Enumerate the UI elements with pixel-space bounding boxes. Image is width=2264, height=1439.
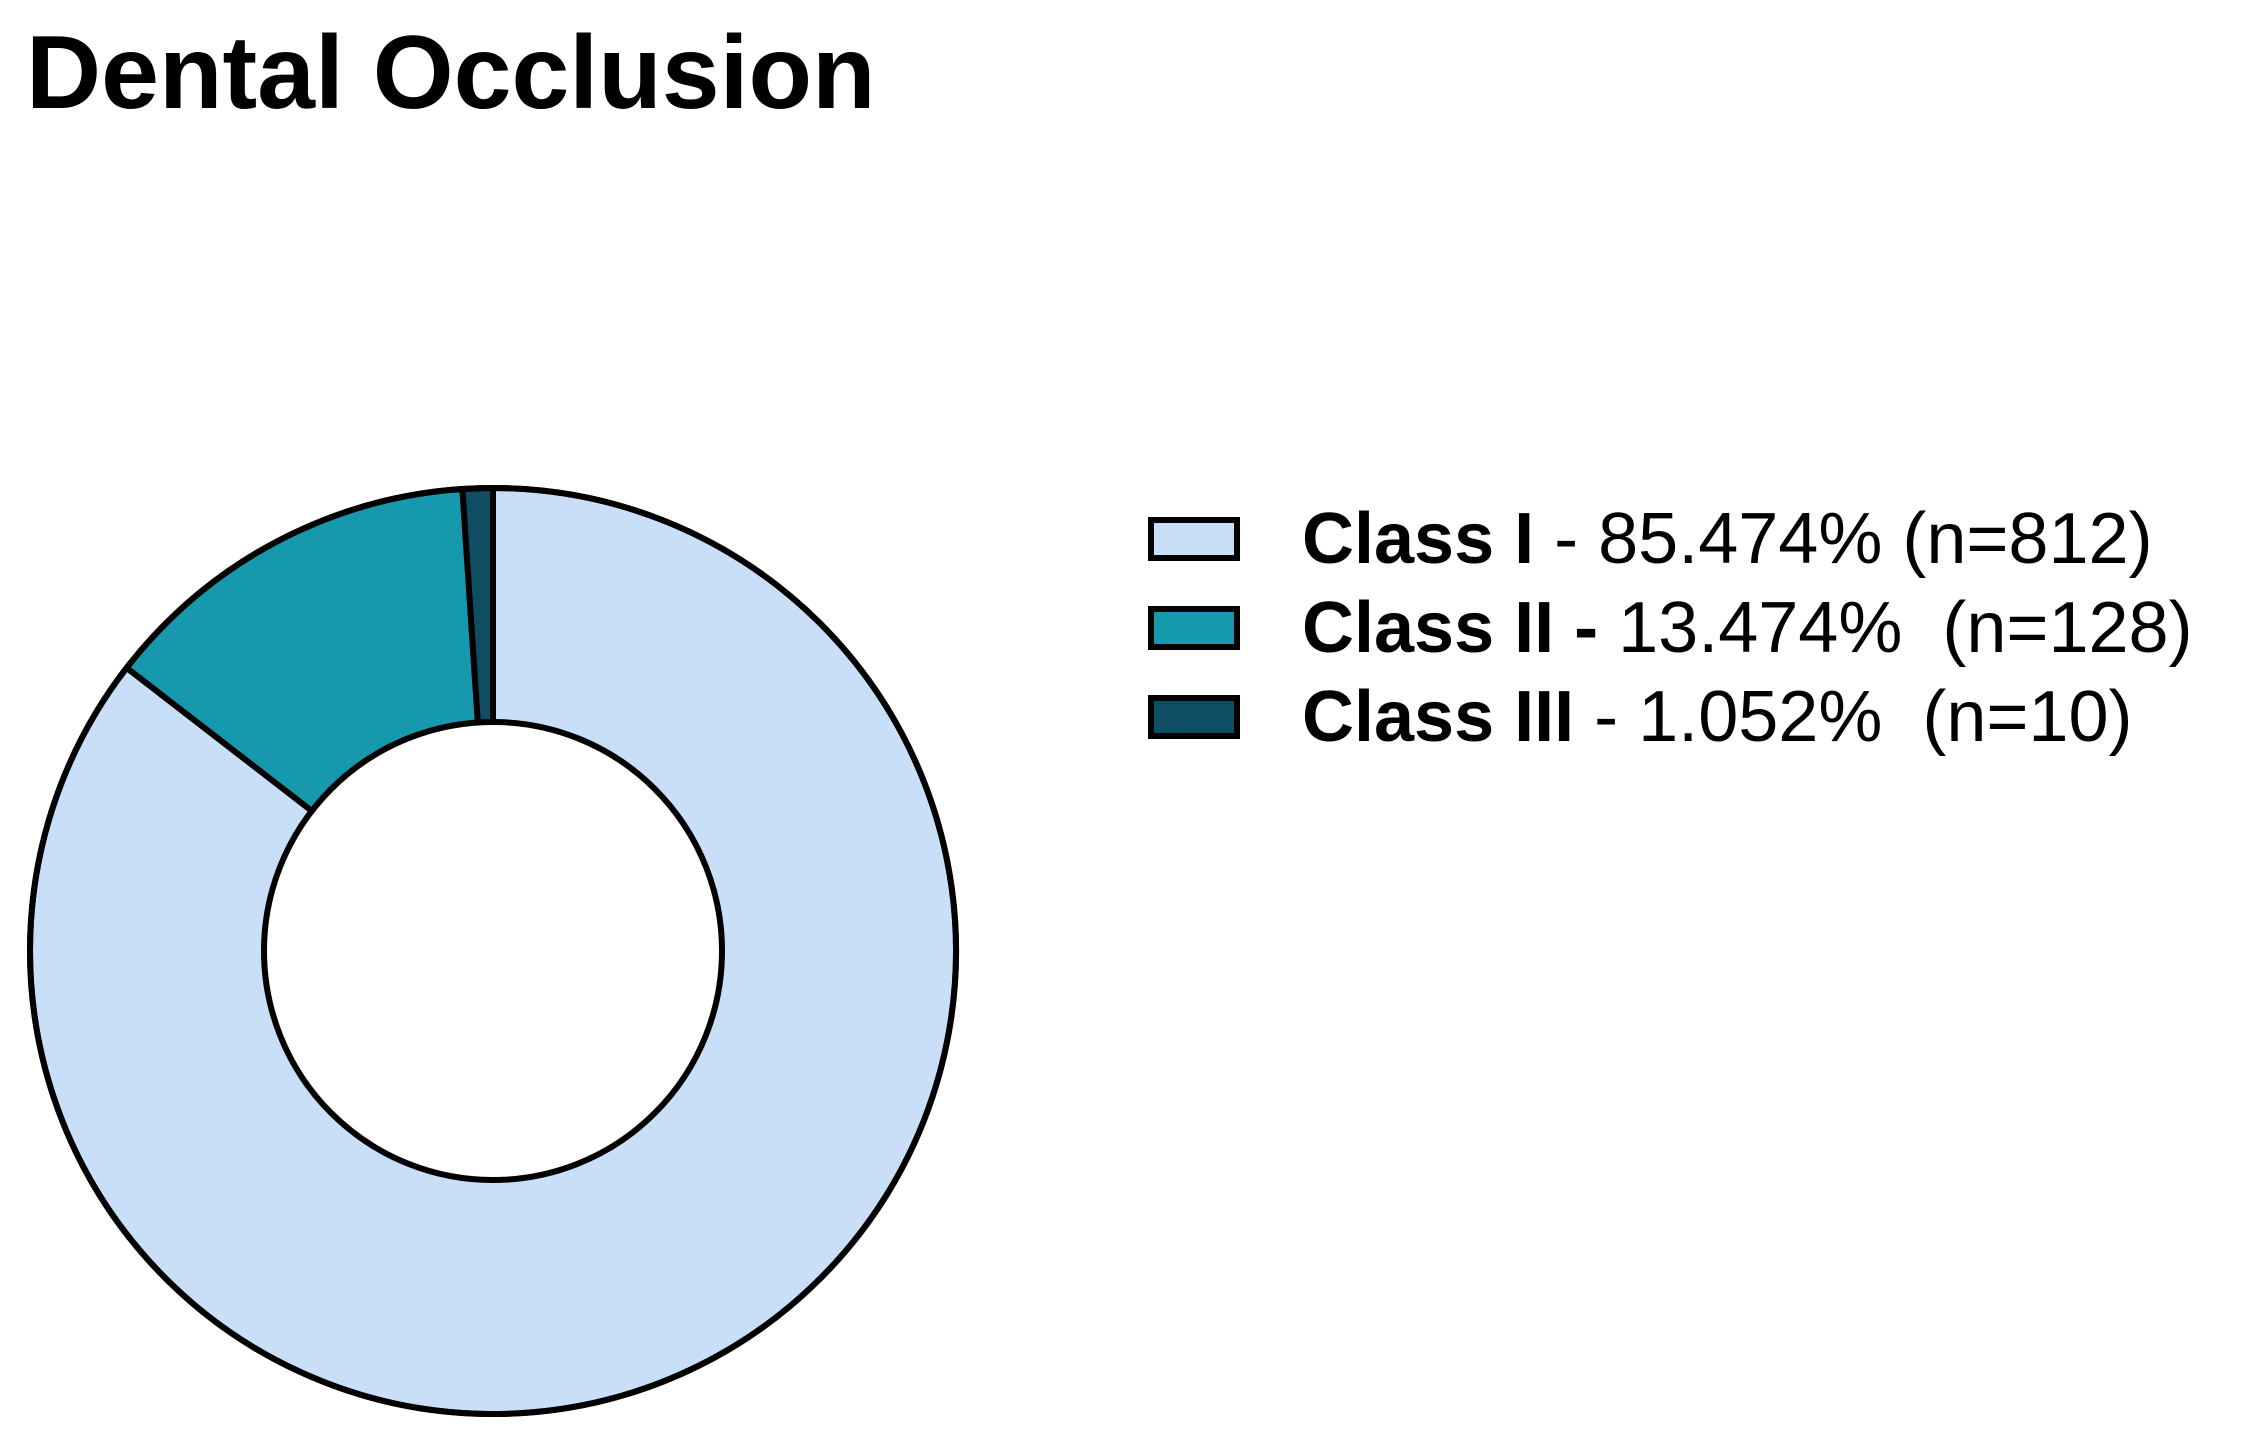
legend-item-class-ii: Class II - 13.474% (n=128) — [1148, 583, 2193, 672]
legend-swatch-class-iii — [1148, 694, 1240, 739]
legend-separator: - — [1574, 676, 1639, 757]
legend-swatch-class-ii — [1148, 605, 1240, 650]
legend-value-class-ii: 13.474% (n=128) — [1618, 587, 2193, 668]
legend: Class I - 85.474% (n=812) Class II - 13.… — [1148, 494, 2193, 761]
legend-item-class-i: Class I - 85.474% (n=812) — [1148, 494, 2193, 583]
legend-swatch-class-i — [1148, 516, 1240, 561]
legend-name-class-i: Class I — [1302, 498, 1535, 579]
legend-separator: - — [1534, 498, 1599, 579]
legend-name-class-ii: Class II - — [1302, 587, 1619, 668]
donut-outer-outline — [27, 485, 959, 1417]
legend-item-class-iii: Class III - 1.052% (n=10) — [1148, 672, 2193, 761]
donut-hole — [261, 719, 725, 1183]
legend-value-class-iii: 1.052% (n=10) — [1638, 676, 2133, 757]
legend-name-class-iii: Class III — [1302, 676, 1575, 757]
legend-value-class-i: 85.474% (n=812) — [1598, 498, 2153, 579]
chart-title: Dental Occlusion — [26, 15, 876, 131]
